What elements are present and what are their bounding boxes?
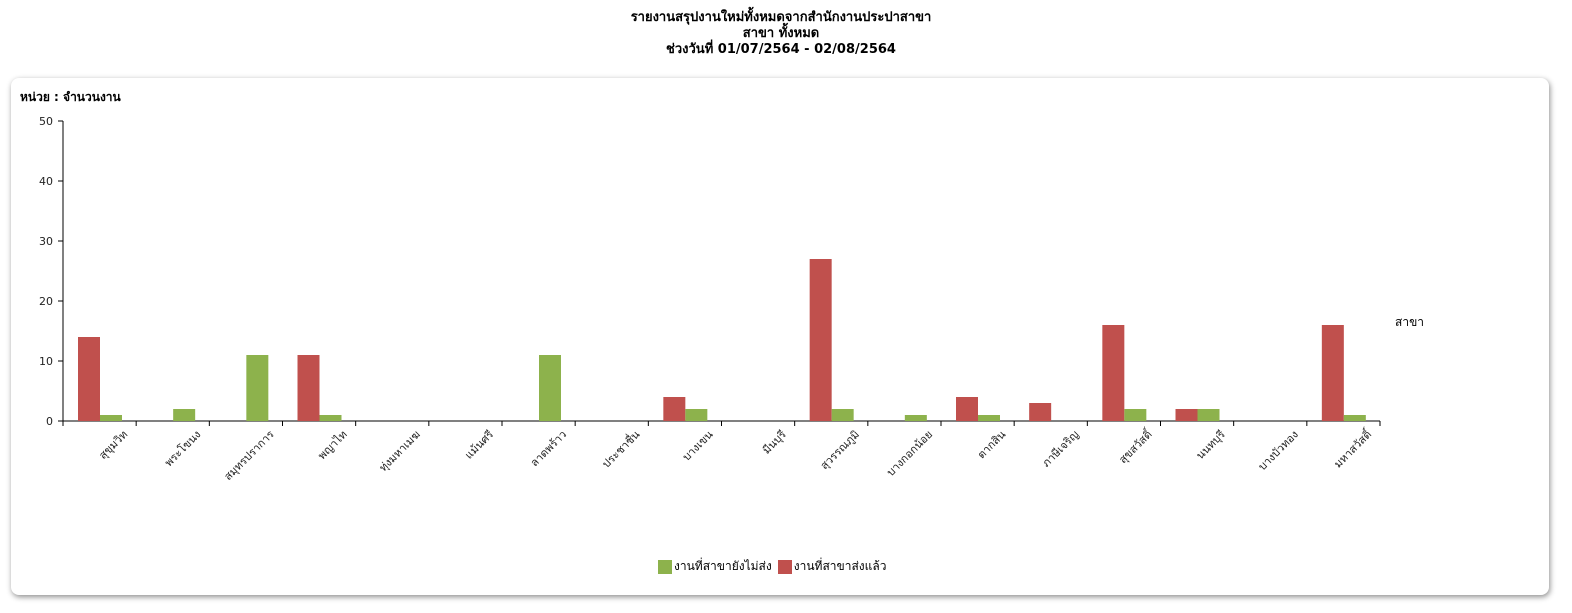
- x-tick-label: สุขุมวิท: [96, 428, 130, 462]
- y-tick-label: 20: [39, 295, 53, 308]
- x-axis-title: สาขา: [1395, 315, 1424, 329]
- unit-label: หน่วย : จำนวนงาน: [20, 90, 122, 104]
- bar: [173, 409, 196, 421]
- bar: [978, 415, 1000, 421]
- bar: [1197, 409, 1220, 421]
- report-title-block: รายงานสรุปงานใหม่ทั้งหมดจากสำนักงานประปา…: [0, 10, 1562, 58]
- bar: [1124, 409, 1147, 421]
- x-tick-label: ประชาชื่น: [598, 426, 642, 470]
- x-tick-label: นนทบุรี: [1194, 428, 1228, 462]
- bar: [1175, 409, 1198, 421]
- x-tick-label: มหาสวัสดิ์: [1330, 425, 1375, 470]
- legend-swatch: [777, 559, 792, 574]
- x-tick-label: สุขสวัสดิ์: [1115, 425, 1156, 466]
- x-tick-label: แม้นศรี: [462, 428, 496, 462]
- bar: [663, 397, 686, 421]
- bar: [319, 415, 342, 421]
- x-tick-labels: สุขุมวิท พระโขนง สมุทรปราการ พญาไท ทุ่งมหาเม…: [96, 425, 1375, 483]
- bar: [100, 415, 122, 421]
- legend-item: งานที่สาขาส่งแล้ว: [777, 557, 887, 576]
- legend-item: งานที่สาขายังไม่ส่ง: [658, 557, 772, 576]
- y-tick-label: 30: [39, 235, 53, 248]
- bar: [1321, 325, 1344, 421]
- bar: [1029, 403, 1052, 421]
- x-tick-label: สุวรรณภูมิ: [818, 428, 862, 472]
- x-tick-label: พระโขนง: [161, 427, 203, 469]
- x-tick-label: ลาดพร้าว: [528, 428, 569, 469]
- x-tick-label: บางบัวทอง: [1256, 428, 1301, 473]
- legend-swatch: [658, 559, 672, 574]
- report-date-range: ช่วงวันที่ 01/07/2564 - 02/08/2564: [666, 42, 896, 57]
- x-tick-label: บางกอกน้อย: [884, 428, 935, 479]
- y-tick-label: 0: [46, 415, 53, 428]
- bar: [297, 355, 320, 421]
- x-tick-label: ตากสิน: [975, 428, 1009, 462]
- bar: [1102, 325, 1125, 421]
- chart-axes: 0 10 20 30 40 50: [39, 115, 1381, 428]
- bar: [539, 355, 561, 421]
- bar: [78, 337, 100, 421]
- bar: [246, 355, 269, 421]
- legend-label: งานที่สาขาส่งแล้ว: [793, 559, 887, 573]
- report-title: รายงานสรุปงานใหม่ทั้งหมดจากสำนักงานประปา…: [630, 10, 932, 25]
- chart-legend: งานที่สาขายังไม่ส่ง งานที่สาขาส่งแล้ว: [658, 557, 892, 576]
- x-tick-label: พญาไท: [315, 428, 349, 462]
- bar: [904, 415, 927, 421]
- y-tick-label: 40: [39, 175, 53, 188]
- bar: [1343, 415, 1366, 421]
- x-tick-label: ภาษีเจริญ: [1040, 428, 1082, 470]
- x-tick-label: บางเขน: [680, 428, 716, 464]
- x-tick-label: ทุ่งมหาเมฆ: [377, 428, 423, 474]
- chart-panel: [11, 78, 1549, 595]
- x-tick-label: มีนบุรี: [760, 428, 789, 457]
- y-tick-label: 50: [39, 115, 53, 128]
- chart-bars: [78, 259, 1366, 421]
- bar: [685, 409, 708, 421]
- legend-label: งานที่สาขายังไม่ส่ง: [674, 559, 772, 573]
- y-tick-label: 10: [39, 355, 53, 368]
- bar: [831, 409, 854, 421]
- x-tick-label: สมุทรปราการ: [222, 428, 277, 483]
- bar: [956, 397, 978, 421]
- report-branch: สาขา ทั้งหมด: [742, 26, 820, 41]
- bar: [809, 259, 832, 421]
